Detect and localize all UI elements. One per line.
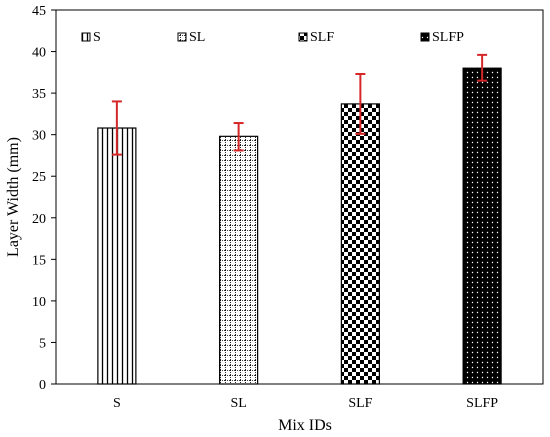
bar-slf	[340, 103, 380, 385]
legend-swatch	[177, 32, 187, 42]
plot-frame	[55, 9, 544, 385]
y-tick-label: 0	[39, 378, 46, 393]
x-tick-label: SLFP	[466, 396, 498, 411]
legend-label: SL	[189, 30, 205, 45]
legend-label: S	[93, 30, 101, 45]
y-tick-label: 25	[32, 170, 46, 185]
y-tick-label: 5	[39, 336, 46, 351]
x-tick-label: SLF	[348, 396, 372, 411]
y-axis-title: Layer Width (mm)	[5, 137, 22, 257]
legend-label: SLFP	[432, 30, 464, 45]
y-tick-label: 30	[32, 129, 46, 144]
y-tick-label: 20	[32, 212, 46, 227]
legend-label: SLF	[310, 30, 334, 45]
y-tick-label: 40	[32, 46, 46, 61]
legend: S SL SLF SLFP	[81, 30, 464, 45]
bar-s	[97, 127, 137, 385]
legend-swatch	[298, 32, 308, 42]
x-axis: S SL SLF SLFP	[113, 396, 498, 411]
y-tick-label: 45	[32, 4, 46, 19]
y-tick-label: 15	[32, 253, 46, 268]
bar-slfp	[462, 67, 502, 385]
x-tick-label: S	[113, 396, 121, 411]
y-axis: 0 5 10 15 20 25 30 35 40 45	[32, 4, 56, 393]
bars	[97, 67, 502, 385]
x-axis-title: Mix IDs	[278, 417, 332, 434]
bar-sl	[219, 135, 259, 385]
legend-swatch	[81, 32, 91, 42]
x-tick-label: SL	[230, 396, 246, 411]
y-tick-label: 10	[32, 295, 46, 310]
error-bars	[111, 53, 488, 156]
y-tick-label: 35	[32, 87, 46, 102]
legend-swatch	[420, 32, 430, 42]
